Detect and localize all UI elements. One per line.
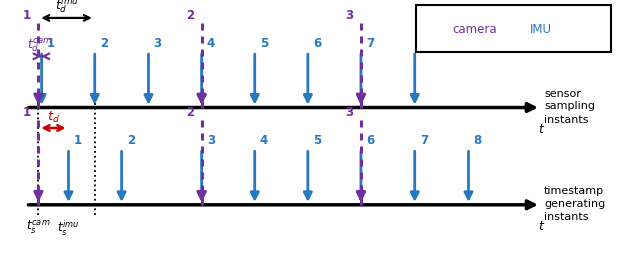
Text: 3: 3 xyxy=(345,9,353,22)
Text: sampling: sampling xyxy=(544,101,595,111)
Text: 4: 4 xyxy=(207,37,215,50)
Text: 3: 3 xyxy=(345,106,353,119)
Text: $t_d^{imu}$: $t_d^{imu}$ xyxy=(54,0,79,15)
Text: 1: 1 xyxy=(22,9,31,22)
Text: 8: 8 xyxy=(420,37,428,50)
Text: 2: 2 xyxy=(186,9,194,22)
FancyBboxPatch shape xyxy=(416,5,611,52)
Text: 7: 7 xyxy=(366,37,374,50)
Text: IMU: IMU xyxy=(530,23,552,36)
Text: 2: 2 xyxy=(186,106,194,119)
Text: $t$: $t$ xyxy=(538,123,545,136)
Text: $t_s^{cam}$: $t_s^{cam}$ xyxy=(26,219,51,236)
Text: generating: generating xyxy=(544,198,605,209)
Text: $t$: $t$ xyxy=(538,220,545,233)
Text: 4: 4 xyxy=(260,134,268,147)
Text: 6: 6 xyxy=(366,134,374,147)
Text: instants: instants xyxy=(544,115,589,125)
Text: 1: 1 xyxy=(47,37,55,50)
Text: 6: 6 xyxy=(313,37,321,50)
Text: sensor: sensor xyxy=(544,89,581,99)
Text: 5: 5 xyxy=(313,134,321,147)
Text: 5: 5 xyxy=(260,37,268,50)
Text: 3: 3 xyxy=(207,134,215,147)
Text: instants: instants xyxy=(544,212,589,222)
Text: camera: camera xyxy=(452,23,497,36)
Text: $t_d$: $t_d$ xyxy=(47,110,60,125)
Text: timestamp: timestamp xyxy=(544,186,604,196)
Text: $t_d^{cam}$: $t_d^{cam}$ xyxy=(27,36,53,54)
Text: 2: 2 xyxy=(100,37,108,50)
Text: 1: 1 xyxy=(22,106,31,119)
Text: 1: 1 xyxy=(74,134,82,147)
Text: $t_s^{imu}$: $t_s^{imu}$ xyxy=(57,219,80,238)
Text: 7: 7 xyxy=(420,134,428,147)
Text: 8: 8 xyxy=(474,134,482,147)
Text: 2: 2 xyxy=(127,134,135,147)
Text: 3: 3 xyxy=(154,37,162,50)
